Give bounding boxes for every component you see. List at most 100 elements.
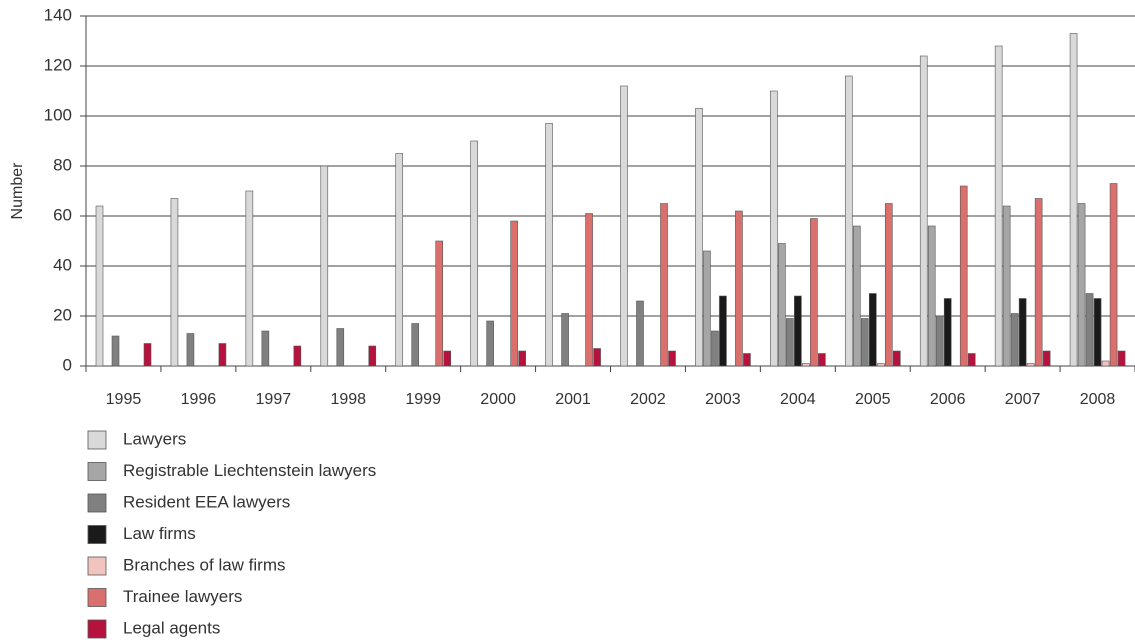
bar — [143, 343, 152, 367]
bar — [711, 330, 719, 367]
y-tick-label: 0 — [63, 355, 72, 374]
bar — [884, 203, 893, 367]
bar — [443, 350, 452, 367]
legend-label: Resident EEA lawyers — [123, 492, 290, 511]
bar — [170, 198, 179, 367]
bar — [876, 363, 885, 367]
bar — [959, 185, 968, 367]
x-tick-label: 1999 — [405, 391, 441, 408]
bar — [1117, 350, 1126, 367]
legend-label: Law firms — [123, 524, 196, 543]
bar — [852, 225, 861, 367]
legend-swatch — [87, 525, 107, 544]
bar — [994, 45, 1003, 367]
legend-swatch — [87, 462, 107, 481]
legend-label: Lawyers — [123, 429, 186, 448]
legend-label: Registrable Liechtenstein lawyers — [123, 461, 376, 480]
bar — [620, 85, 628, 367]
bar — [794, 295, 802, 367]
legend-swatch — [87, 430, 107, 450]
bar — [919, 55, 928, 367]
bar — [510, 220, 518, 367]
bar — [395, 153, 404, 367]
bar — [703, 250, 711, 367]
legend-swatch — [87, 493, 107, 513]
bar — [927, 225, 936, 367]
bar — [818, 353, 826, 367]
bar — [1101, 360, 1110, 367]
bar — [1077, 203, 1086, 367]
bar — [786, 318, 794, 367]
bar — [1069, 33, 1078, 367]
bar — [743, 353, 751, 367]
bar — [245, 190, 254, 367]
bar — [967, 353, 976, 367]
bar — [810, 218, 818, 367]
bar — [735, 210, 743, 367]
x-tick-label: 1998 — [330, 391, 366, 408]
bar — [636, 300, 644, 367]
bar — [860, 318, 869, 367]
bar — [1018, 298, 1027, 367]
bar — [1026, 363, 1035, 367]
x-tick-label: 2005 — [855, 391, 891, 408]
x-tick-label: 2007 — [1005, 391, 1041, 408]
bar — [935, 315, 944, 367]
legend-label: Branches of law firms — [123, 555, 286, 574]
bar — [802, 363, 810, 367]
bar — [1042, 350, 1051, 367]
x-tick-label: 2006 — [930, 391, 966, 408]
x-tick-label: 2003 — [705, 391, 741, 408]
y-tick-label: 80 — [53, 155, 72, 174]
y-tick-label: 140 — [44, 5, 72, 24]
bar — [320, 165, 329, 367]
bar — [95, 205, 104, 367]
bar — [1109, 183, 1118, 367]
bar — [1034, 198, 1043, 367]
x-tick-label: 1995 — [106, 391, 142, 408]
bar — [486, 320, 494, 367]
bar — [770, 90, 778, 367]
x-tick-label: 1996 — [181, 391, 217, 408]
y-axis-label: Number — [9, 162, 26, 220]
bar — [943, 298, 952, 367]
legend-swatch — [87, 556, 107, 576]
bar — [892, 350, 901, 367]
y-tick-label: 60 — [53, 205, 72, 224]
x-tick-label: 2008 — [1080, 391, 1116, 408]
bar — [411, 323, 420, 367]
bar — [261, 330, 270, 367]
bar — [435, 240, 444, 367]
bar — [1085, 293, 1094, 367]
bar — [868, 293, 877, 367]
bar — [1002, 205, 1011, 367]
x-tick-label: 2001 — [555, 391, 591, 408]
bar — [545, 123, 553, 367]
bar — [844, 75, 853, 367]
bar — [695, 108, 703, 367]
bar — [778, 243, 786, 367]
x-tick-label: 2000 — [480, 391, 516, 408]
y-tick-label: 40 — [53, 255, 72, 274]
bar — [660, 203, 668, 367]
bar — [368, 345, 377, 367]
x-tick-label: 2002 — [630, 391, 666, 408]
bar — [1093, 298, 1102, 367]
x-tick-label: 2004 — [780, 391, 816, 408]
legend-swatch — [87, 619, 107, 639]
y-tick-label: 100 — [44, 105, 72, 124]
legend-label: Legal agents — [123, 618, 220, 637]
bar — [336, 328, 345, 367]
bar — [561, 313, 569, 367]
bar — [186, 333, 195, 367]
bar — [518, 350, 526, 367]
bar — [293, 345, 302, 367]
bar — [719, 295, 727, 367]
bar — [593, 348, 601, 367]
bar — [111, 335, 120, 367]
bar — [668, 350, 676, 367]
bar — [1010, 313, 1019, 367]
legend-swatch — [87, 588, 107, 607]
bar — [470, 140, 478, 367]
